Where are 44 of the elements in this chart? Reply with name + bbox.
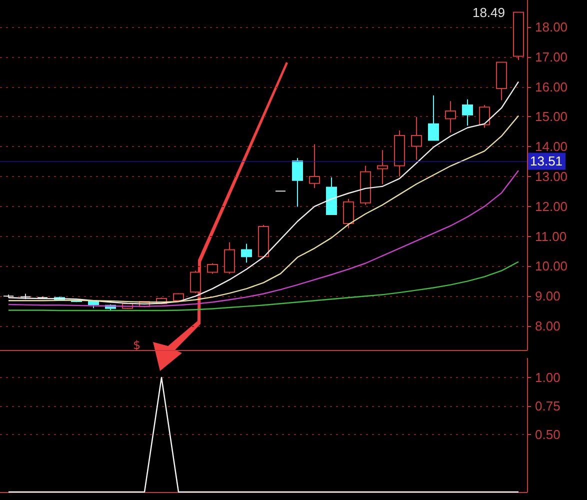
candlestick — [20, 293, 31, 300]
candlestick — [428, 94, 439, 141]
candlestick — [37, 296, 48, 300]
ref-line-label: 13.51 — [530, 154, 563, 169]
y-tick-label: 13.00 — [535, 168, 568, 184]
y-tick-label: 16.00 — [535, 79, 568, 94]
candlestick — [173, 292, 184, 302]
candlestick — [292, 157, 303, 208]
candlestick — [411, 116, 422, 160]
candlestick — [377, 150, 388, 185]
candlestick — [360, 165, 371, 206]
candlestick — [207, 262, 218, 274]
candlestick — [479, 104, 490, 128]
candlestick — [462, 98, 473, 126]
line-series — [8, 261, 520, 312]
candlestick — [88, 300, 99, 309]
candlestick — [496, 62, 507, 101]
y-tick-label: 10.00 — [535, 258, 568, 274]
candlestick — [394, 130, 405, 177]
y-tick-label: 18.00 — [535, 19, 568, 34]
line-series — [8, 115, 520, 303]
candlestick — [343, 198, 354, 229]
line-series — [8, 170, 520, 307]
candlestick — [241, 243, 252, 264]
candlestick — [445, 100, 456, 134]
y-tick-label: 0.75 — [535, 398, 560, 414]
y-tick-label: 1.00 — [535, 370, 560, 385]
annotation: $ — [133, 338, 141, 352]
y-tick-label: 9.00 — [535, 288, 560, 304]
y-tick-label: 0.50 — [535, 427, 560, 442]
candlestick — [3, 294, 14, 298]
y-tick-label: 14.00 — [535, 139, 568, 154]
candlestick — [326, 176, 337, 215]
y-tick-label: 17.00 — [535, 49, 568, 64]
annotation: 18.49 — [472, 5, 506, 20]
candlestick — [224, 242, 235, 274]
y-tick-label: 11.00 — [535, 228, 567, 244]
y-tick-label: 8.00 — [535, 318, 560, 334]
candlestick — [309, 144, 320, 189]
candlestick — [258, 224, 269, 258]
line-series — [8, 81, 520, 305]
y-tick-label: 15.00 — [535, 109, 568, 124]
y-tick-label: 12.00 — [535, 198, 568, 214]
candlestick — [513, 12, 524, 61]
